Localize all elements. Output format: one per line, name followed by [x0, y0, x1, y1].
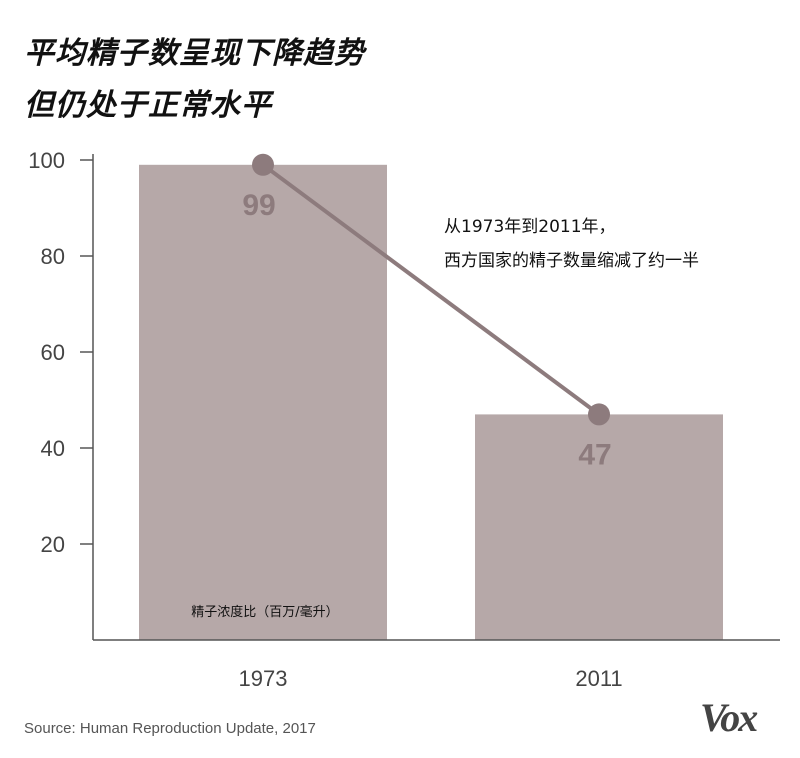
y-tick-label-80: 80 — [41, 244, 65, 269]
x-tick-label-2011: 2011 — [575, 666, 622, 691]
vox-logo: Vox — [700, 695, 758, 740]
chart-title-line2: 但仍处于正常水平 — [24, 88, 272, 123]
trend-line — [261, 163, 601, 417]
annotation-line-2: 西方国家的精子数量缩减了约一半 — [444, 251, 699, 271]
y-tick-label-100: 100 — [28, 148, 65, 173]
annotation-line-1: 从1973年到2011年， — [444, 217, 616, 237]
y-tick-label-40: 40 — [41, 436, 65, 461]
point-2011 — [588, 403, 610, 426]
data-label-2011: 47 — [578, 438, 611, 471]
x-tick-label-1973: 1973 — [239, 666, 288, 691]
point-1973 — [252, 153, 274, 176]
y-tick-label-60: 60 — [41, 340, 65, 365]
source-note: Source: Human Reproduction Update, 2017 — [24, 720, 316, 737]
y-tick-label-20: 20 — [41, 532, 65, 557]
chart-title-line1: 平均精子数呈现下降趋势 — [24, 36, 365, 71]
bar-1973 — [139, 164, 387, 641]
y-axis-label: 精子浓度比（百万/毫升） — [191, 604, 338, 620]
bar-2011 — [475, 414, 723, 640]
data-label-1973: 99 — [242, 189, 275, 222]
